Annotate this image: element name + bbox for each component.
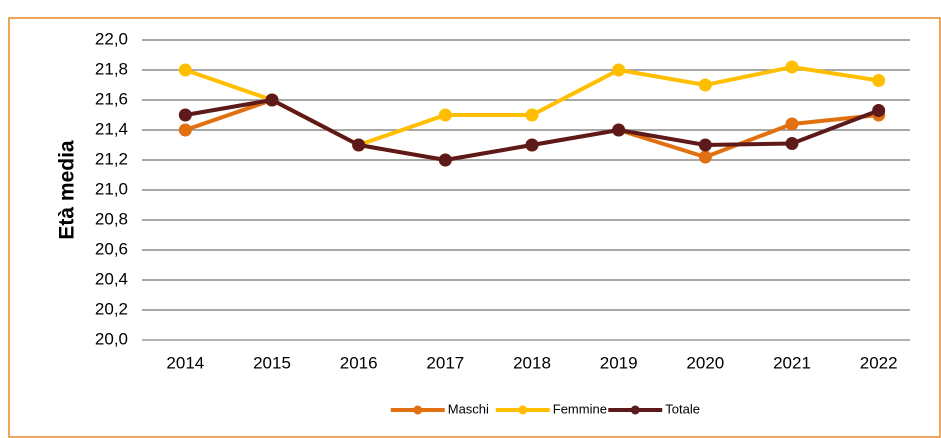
y-tick-label: 21,8	[95, 59, 128, 78]
point	[698, 150, 712, 164]
point	[785, 60, 799, 74]
legend-label: Totale	[665, 401, 700, 416]
point	[438, 153, 452, 167]
point	[612, 63, 626, 77]
point	[872, 74, 886, 87]
point	[178, 123, 192, 137]
point	[872, 104, 886, 117]
point	[525, 138, 539, 152]
y-tick-label: 21,6	[95, 89, 128, 108]
legend-marker	[518, 405, 528, 415]
point	[698, 78, 712, 92]
x-tick-label: 2015	[253, 353, 291, 372]
x-tick-label: 2022	[860, 353, 898, 372]
x-tick-label: 2018	[513, 353, 551, 372]
point	[438, 108, 452, 122]
y-tick-label: 20,0	[95, 329, 128, 348]
chart-frame	[8, 17, 941, 438]
legend-label: Femmine	[553, 401, 607, 416]
y-tick-label: 20,4	[95, 269, 128, 288]
y-tick-label: 20,8	[95, 209, 128, 228]
y-tick-label: 21,2	[95, 149, 128, 168]
y-tick-label: 21,0	[95, 179, 128, 198]
x-tick-label: 2014	[166, 353, 204, 372]
legend-marker	[413, 405, 423, 415]
point	[698, 138, 712, 152]
point	[525, 108, 539, 122]
point	[785, 117, 799, 131]
point	[612, 123, 626, 137]
point	[178, 63, 192, 77]
x-tick-label: 2021	[773, 353, 811, 372]
y-tick-label: 22,0	[95, 29, 128, 48]
y-tick-label: 20,6	[95, 239, 128, 258]
legend-label: Maschi	[448, 401, 489, 416]
point	[785, 137, 799, 150]
x-tick-label: 2020	[686, 353, 724, 372]
y-tick-label: 21,4	[95, 119, 128, 138]
legend-marker	[630, 405, 640, 415]
x-tick-label: 2019	[600, 353, 638, 372]
y-tick-label: 20,2	[95, 299, 128, 318]
point	[352, 138, 366, 152]
point	[178, 108, 192, 122]
x-tick-label: 2016	[340, 353, 378, 372]
x-tick-label: 2017	[426, 353, 464, 372]
y-axis-label: Età media	[56, 140, 79, 240]
point	[265, 93, 279, 107]
